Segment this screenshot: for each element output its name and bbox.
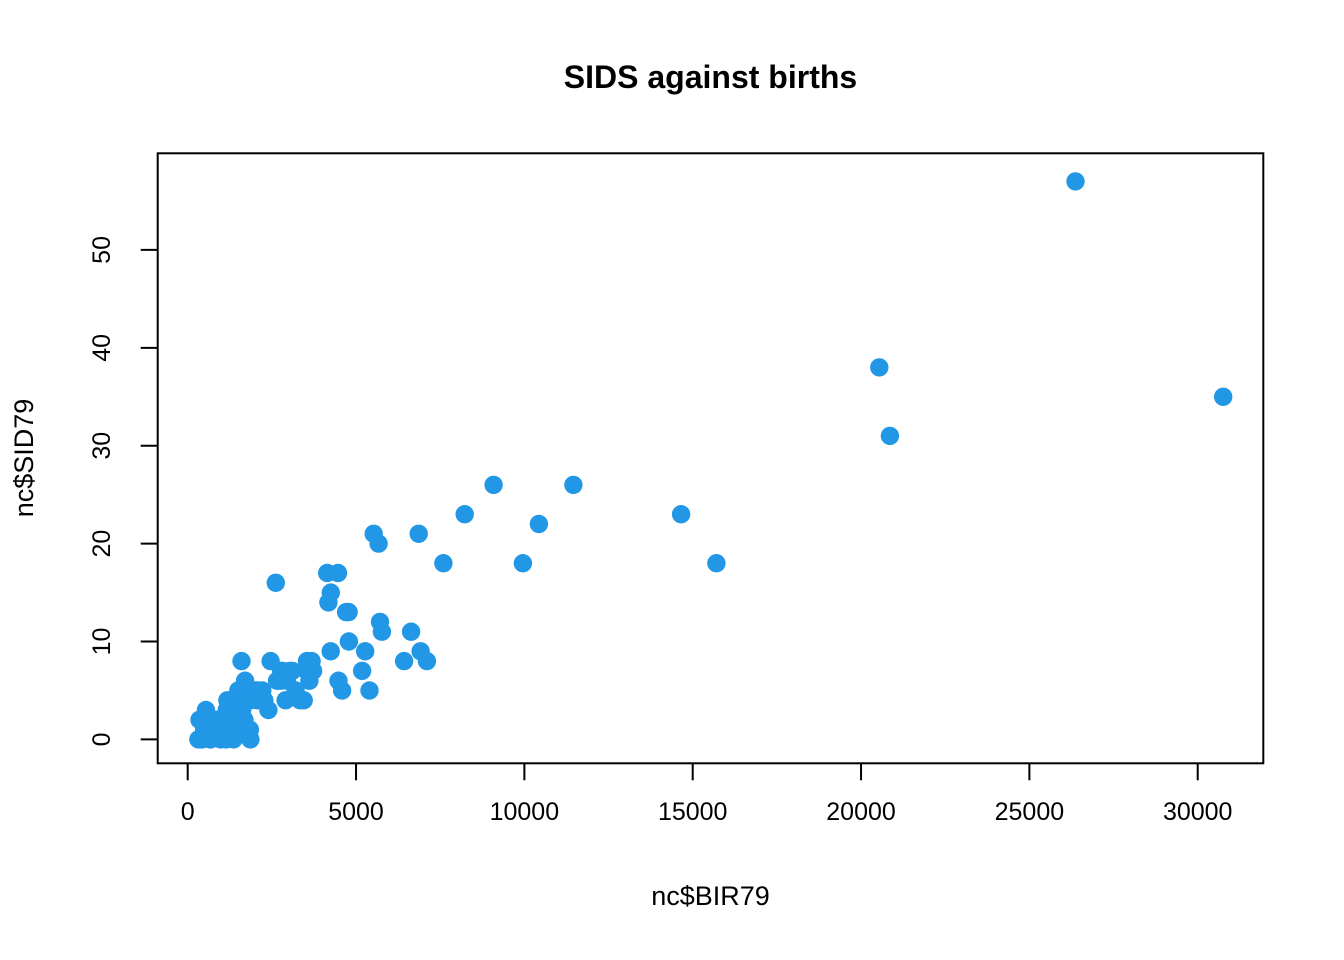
data-point xyxy=(259,700,278,720)
data-point xyxy=(870,358,889,377)
data-point xyxy=(369,534,388,553)
data-point xyxy=(356,642,375,661)
data-point xyxy=(372,622,392,641)
x-axis-ticks: 0 5000 10000 15000 20000 25000 30000 xyxy=(181,763,1233,826)
x-tick-label: 20000 xyxy=(826,798,896,826)
x-tick-label: 5000 xyxy=(328,798,384,826)
data-points xyxy=(189,172,1233,749)
data-point xyxy=(707,554,726,573)
x-tick-label: 10000 xyxy=(490,798,560,826)
y-tick-label: 0 xyxy=(88,732,116,746)
data-point xyxy=(339,602,358,622)
y-tick-label: 30 xyxy=(88,432,116,460)
plot-area-border xyxy=(156,152,1265,765)
data-point xyxy=(241,730,260,749)
x-tick-label: 0 xyxy=(181,798,195,826)
y-axis-label: nc$SID79 xyxy=(9,399,39,518)
x-tick-label: 15000 xyxy=(658,798,728,826)
data-point xyxy=(409,524,428,543)
data-point xyxy=(332,681,352,700)
y-tick-label: 20 xyxy=(88,530,116,558)
data-point xyxy=(352,661,372,681)
data-point xyxy=(529,514,549,534)
y-tick-label: 50 xyxy=(88,236,116,264)
data-point xyxy=(417,651,437,671)
data-point xyxy=(321,642,340,661)
chart-title: SIDS against births xyxy=(564,59,857,95)
data-point xyxy=(1214,387,1233,406)
data-point xyxy=(513,554,533,573)
data-point xyxy=(360,681,379,700)
data-point xyxy=(303,661,323,681)
data-point xyxy=(321,583,340,602)
data-point xyxy=(339,632,359,651)
y-tick-label: 40 xyxy=(88,334,116,362)
data-point xyxy=(283,661,302,681)
data-point xyxy=(328,563,348,583)
data-point xyxy=(671,505,691,524)
data-point xyxy=(434,554,453,573)
x-tick-label: 25000 xyxy=(995,798,1065,826)
data-point xyxy=(564,475,583,495)
y-axis-ticks: 0 10 20 30 40 50 xyxy=(88,236,158,746)
data-point xyxy=(294,691,313,710)
data-point xyxy=(484,475,503,495)
data-point xyxy=(1066,172,1085,191)
x-axis-label: nc$BIR79 xyxy=(651,881,770,911)
data-point xyxy=(401,622,421,641)
data-point xyxy=(880,426,900,446)
data-point xyxy=(266,573,285,592)
y-tick-label: 10 xyxy=(88,628,116,656)
data-point xyxy=(394,651,414,671)
x-tick-label: 30000 xyxy=(1163,798,1233,826)
data-point xyxy=(232,651,251,671)
data-point xyxy=(455,505,474,524)
